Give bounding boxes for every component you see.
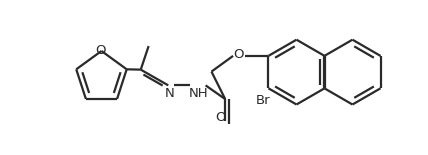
Text: N: N xyxy=(164,87,174,100)
Text: O: O xyxy=(234,48,244,61)
Text: Br: Br xyxy=(256,94,271,107)
Text: NH: NH xyxy=(189,87,208,100)
Text: O: O xyxy=(95,44,106,57)
Text: O: O xyxy=(215,111,226,124)
